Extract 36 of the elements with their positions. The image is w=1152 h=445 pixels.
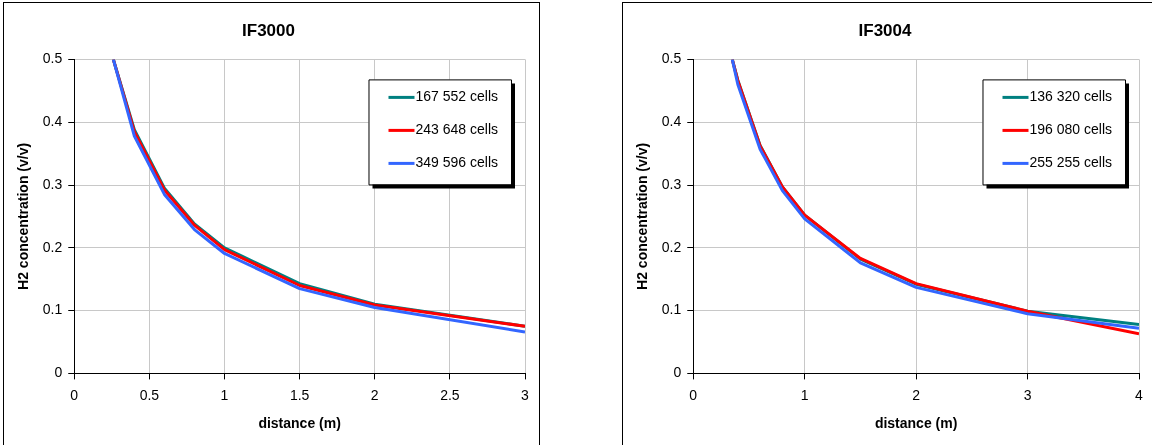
x-tick-label: 0 (70, 386, 79, 403)
legend-label: 255 255 cells (1029, 154, 1113, 171)
y-tick-label: 0.4 (42, 113, 63, 130)
y-tick-label: 0.3 (42, 175, 63, 192)
legend-label: 349 596 cells (415, 154, 499, 171)
y-tick-label: 0.3 (661, 175, 682, 192)
y-tick-label: 0.1 (42, 301, 63, 318)
x-tick-label: 1 (220, 386, 229, 403)
legend-label: 136 320 cells (1029, 88, 1113, 105)
x-tick-label: 2 (912, 386, 921, 403)
x-tick-label: 3 (1023, 386, 1032, 403)
y-tick-label: 0.5 (661, 50, 682, 67)
y-tick-label: 0.2 (42, 238, 63, 255)
x-tick-label: 4 (1135, 386, 1144, 403)
y-tick-label: 0.4 (661, 113, 682, 130)
x-tick-label: 0.5 (139, 386, 160, 403)
legend-label: 243 648 cells (415, 121, 499, 138)
x-tick-label: 2.5 (440, 386, 460, 403)
y-tick-label: 0.2 (661, 238, 682, 255)
legend-label: 196 080 cells (1029, 121, 1113, 138)
x-tick-label: 1 (800, 386, 809, 403)
y-tick-label: 0.5 (42, 50, 63, 67)
chart-title: IF3004 (858, 20, 912, 40)
y-tick-label: 0 (54, 364, 63, 381)
y-axis-title: H2 concentration (v/v) (15, 142, 32, 290)
x-axis-title: distance (m) (874, 415, 958, 432)
chart-title: IF3000 (242, 20, 295, 40)
y-tick-label: 0.1 (661, 301, 682, 318)
legend-label: 167 552 cells (415, 88, 499, 105)
x-tick-label: 3 (521, 386, 530, 403)
x-tick-label: 1.5 (289, 386, 310, 403)
x-tick-label: 2 (370, 386, 379, 403)
x-axis-title: distance (m) (258, 415, 341, 432)
y-axis-title: H2 concentration (v/v) (634, 142, 651, 290)
y-tick-label: 0 (673, 364, 682, 381)
x-tick-label: 0 (689, 386, 698, 403)
